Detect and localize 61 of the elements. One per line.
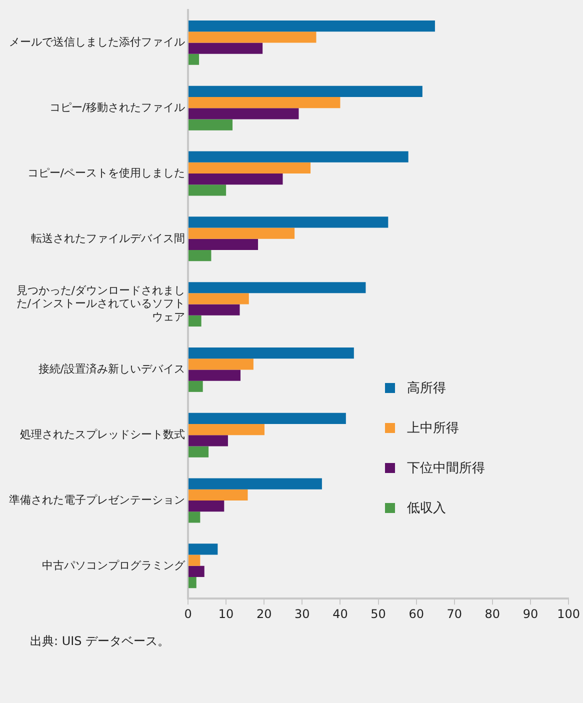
- bar: [188, 162, 311, 174]
- bar: [188, 119, 233, 130]
- x-tick-label: 100: [557, 606, 580, 621]
- bar: [188, 435, 228, 446]
- bar: [188, 304, 240, 316]
- bar: [188, 54, 200, 65]
- bar: [188, 174, 283, 185]
- legend-label: 上中所得: [407, 420, 459, 437]
- y-tick-label: メールで送信しました添付ファイル: [9, 36, 185, 49]
- y-tick-label: 接続/設置済み新しいデバイス: [38, 362, 185, 376]
- bar: [188, 86, 422, 97]
- x-tick-label: 60: [408, 606, 424, 621]
- bar: [188, 577, 196, 588]
- y-tick-label: 処理されたスプレッドシート数式: [20, 428, 185, 441]
- bar: [188, 250, 212, 262]
- y-tick-label: 準備された電子プレゼンテーション: [9, 493, 185, 506]
- bar: [188, 315, 202, 327]
- y-tick-label: コピー/ペーストを使用しました: [27, 166, 185, 180]
- bar: [188, 412, 346, 424]
- bar: [188, 446, 209, 458]
- y-tick-label: 中古パソコンプログラミング: [42, 558, 186, 572]
- bar: [188, 282, 366, 294]
- bar: [188, 293, 249, 304]
- bar: [188, 32, 316, 43]
- legend-label: 下位中間所得: [407, 460, 485, 477]
- bar: [188, 554, 200, 566]
- bar: [188, 151, 408, 162]
- source-note: 出典: UIS データベース。: [30, 633, 171, 650]
- x-tick-label: 40: [332, 606, 348, 621]
- bar: [188, 96, 340, 108]
- y-tick-label: 見つかった/ダウンロードされました/インストールされているソフトウェア: [16, 284, 185, 324]
- x-tick-label: 50: [370, 606, 386, 621]
- x-tick-label: 0: [184, 606, 192, 621]
- bar: [188, 358, 254, 370]
- bar: [188, 512, 200, 523]
- x-tick-label: 90: [522, 606, 538, 621]
- bar: [188, 347, 354, 359]
- bar: [188, 42, 263, 54]
- bar: [188, 380, 203, 392]
- legend-label: 高所得: [407, 380, 446, 397]
- y-tick-label: 転送されたファイルデバイス間: [31, 232, 185, 245]
- bar: [188, 370, 241, 381]
- x-tick-label: 20: [256, 606, 272, 621]
- bar: [188, 184, 226, 196]
- x-tick-label: 30: [294, 606, 310, 621]
- bar: [188, 216, 388, 228]
- legend-label: 低収入: [407, 500, 446, 517]
- bar: [188, 489, 248, 500]
- bar: [188, 424, 264, 436]
- bar: [188, 238, 258, 250]
- bar: [188, 566, 204, 578]
- y-tick-label: コピー/移動されたファイル: [49, 100, 185, 114]
- x-tick-label: 80: [484, 606, 500, 621]
- bar: [188, 478, 322, 490]
- bar: [188, 108, 299, 120]
- x-tick-label: 10: [218, 606, 234, 621]
- bar: [188, 500, 224, 512]
- x-tick-label: 70: [446, 606, 462, 621]
- bar: [188, 228, 295, 239]
- bar: [188, 544, 218, 555]
- bar: [188, 20, 435, 32]
